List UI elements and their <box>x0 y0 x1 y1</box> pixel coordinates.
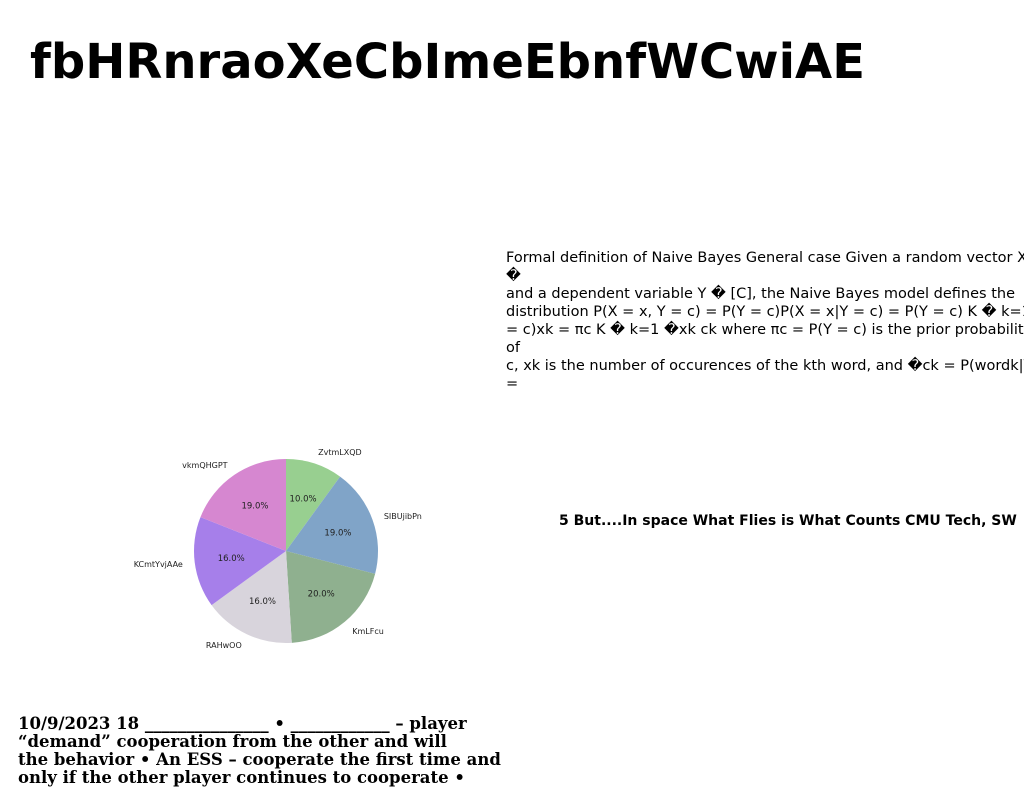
pie-category-label: ZvtmLXQD <box>318 448 362 457</box>
pie-pct-label: 10.0% <box>290 495 317 505</box>
cooperation-text-block: 10/9/2023 18 _______________ • _________… <box>18 715 518 788</box>
naive-bayes-paragraph: Formal definition of Naive Bayes General… <box>506 249 1024 393</box>
pie-category-label: KmLFcu <box>352 627 384 636</box>
space-tech-line: 5 But....In space What Flies is What Cou… <box>559 512 1017 530</box>
pie-pct-label: 16.0% <box>249 597 276 607</box>
pie-category-label: RAHwOO <box>206 641 242 650</box>
pie-category-label: SIBUjibPn <box>384 512 422 521</box>
pie-chart-svg: 10.0% ZvtmLXQD 19.0% SIBUjibPn 20.0% KmLFcu 16… <box>120 420 440 680</box>
page-title: fbHRnraoXeCbImeEbnfWCwiAE <box>30 32 865 92</box>
pie-pct-label: 16.0% <box>218 554 245 564</box>
pie-pct-label: 19.0% <box>241 501 268 511</box>
pie-category-label: KCmtYvjAAe <box>134 560 183 569</box>
pie-pct-label: 19.0% <box>324 528 351 538</box>
pie-chart: 10.0% ZvtmLXQD 19.0% SIBUjibPn 20.0% KmLFcu 16… <box>120 420 440 680</box>
pie-category-label: vkmQHGPT <box>182 461 227 470</box>
pie-pct-label: 20.0% <box>308 590 335 600</box>
